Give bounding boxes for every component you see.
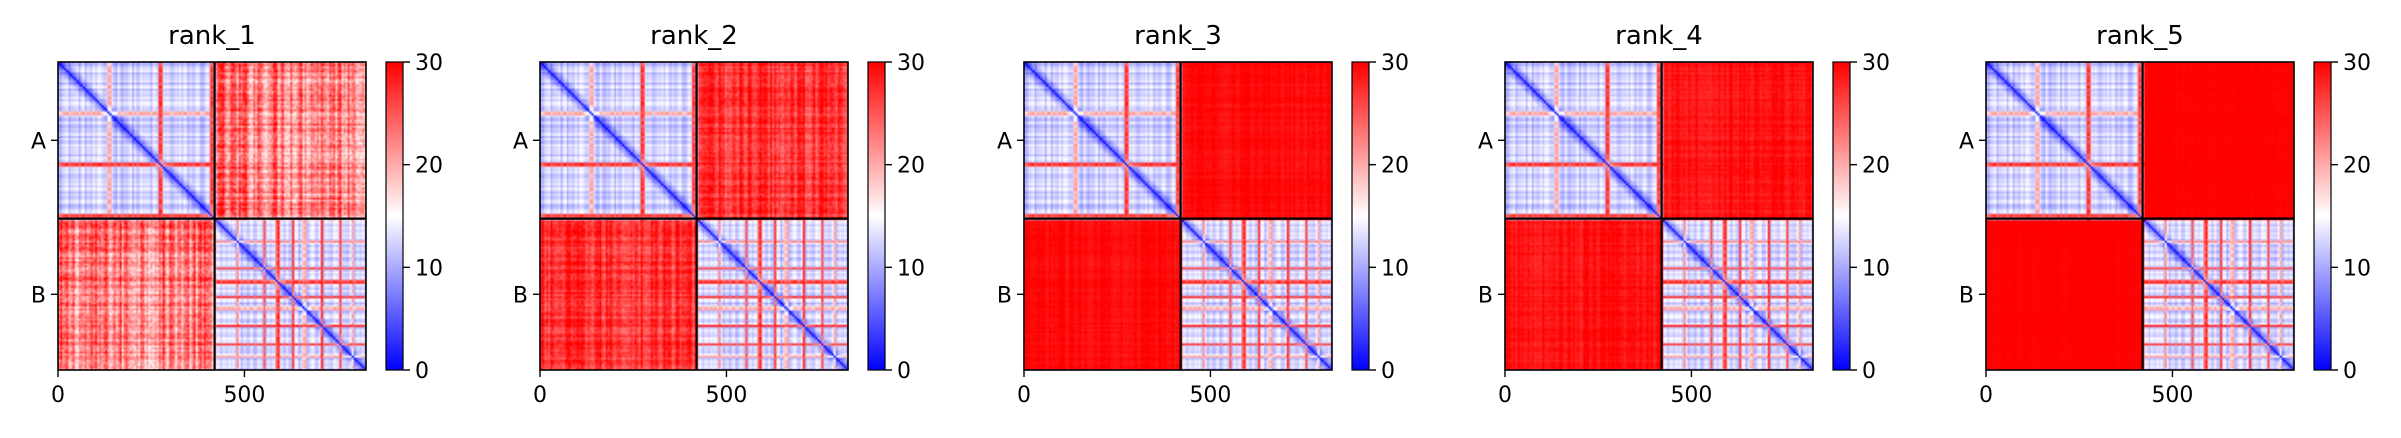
colorbar-tick-label: 10	[897, 256, 925, 281]
heatmap-panel-rank-1: rank_1 0 500 A B 0 10 20 30	[31, 21, 443, 408]
x-tick-label: 500	[1189, 383, 1231, 408]
plot-frame	[1504, 61, 1814, 371]
y-tick-label: B	[1478, 283, 1493, 308]
colorbar	[2313, 61, 2332, 371]
y-tick-label: A	[1959, 129, 1974, 154]
colorbar-tick-label: 30	[1381, 51, 1409, 76]
panel-title: rank_5	[2096, 21, 2184, 51]
colorbar-tick-label: 20	[1381, 154, 1409, 179]
colorbar-tick-label: 10	[1381, 256, 1409, 281]
y-tick-label: A	[1478, 129, 1493, 154]
heatmap-panel-rank-4: rank_4 0 500 A B 0 10 20 30	[1478, 21, 1890, 408]
colorbar-tick-label: 20	[415, 154, 443, 179]
colorbar-tick-label: 0	[1381, 359, 1395, 384]
x-tick-label: 0	[1498, 383, 1512, 408]
colorbar-tick-label: 10	[415, 256, 443, 281]
y-tick-label: B	[997, 283, 1012, 308]
heatmap-image	[1505, 62, 1813, 370]
colorbar-tick-label: 20	[1862, 154, 1890, 179]
plot-frame	[57, 61, 367, 371]
panel-title: rank_1	[168, 21, 256, 51]
x-tick-label: 500	[223, 383, 265, 408]
y-tick-label: B	[31, 283, 46, 308]
colorbar	[385, 61, 404, 371]
plot-frame	[1023, 61, 1333, 371]
heatmap-panel-rank-3: rank_3 0 500 A B 0 10 20 30	[997, 21, 1409, 408]
x-tick-label: 500	[2151, 383, 2193, 408]
heatmap-image	[540, 62, 848, 370]
heatmap-image	[58, 62, 366, 370]
x-tick-label: 0	[533, 383, 547, 408]
x-tick-label: 0	[51, 383, 65, 408]
colorbar	[867, 61, 886, 371]
colorbar	[1832, 61, 1851, 371]
y-tick-label: B	[1959, 283, 1974, 308]
colorbar	[1351, 61, 1370, 371]
colorbar-tick-label: 0	[2343, 359, 2357, 384]
x-tick-label: 500	[1670, 383, 1712, 408]
colorbar-tick-label: 10	[2343, 256, 2371, 281]
panel-title: rank_3	[1134, 21, 1222, 51]
x-tick-label: 0	[1979, 383, 1993, 408]
y-tick-label: A	[997, 129, 1012, 154]
x-tick-label: 0	[1017, 383, 1031, 408]
colorbar-tick-label: 10	[1862, 256, 1890, 281]
heatmap-image	[1986, 62, 2294, 370]
colorbar-tick-label: 20	[2343, 154, 2371, 179]
colorbar-tick-label: 0	[415, 359, 429, 384]
colorbar-tick-label: 30	[1862, 51, 1890, 76]
colorbar-tick-label: 30	[897, 51, 925, 76]
y-tick-label: A	[513, 129, 528, 154]
colorbar-tick-label: 30	[2343, 51, 2371, 76]
y-tick-label: B	[513, 283, 528, 308]
y-tick-label: A	[31, 129, 46, 154]
colorbar-tick-label: 0	[897, 359, 911, 384]
heatmap-panel-rank-2: rank_2 0 500 A B 0 10 20 30	[513, 21, 925, 408]
plot-frame	[1985, 61, 2295, 371]
heatmap-panel-rank-5: rank_5 0 500 A B 0 10 20 30	[1959, 21, 2371, 408]
colorbar-tick-label: 20	[897, 154, 925, 179]
x-tick-label: 500	[705, 383, 747, 408]
colorbar-tick-label: 30	[415, 51, 443, 76]
heatmap-image	[1024, 62, 1332, 370]
colorbar-tick-label: 0	[1862, 359, 1876, 384]
panel-title: rank_2	[650, 21, 738, 51]
panel-title: rank_4	[1615, 21, 1703, 51]
plot-frame	[539, 61, 849, 371]
